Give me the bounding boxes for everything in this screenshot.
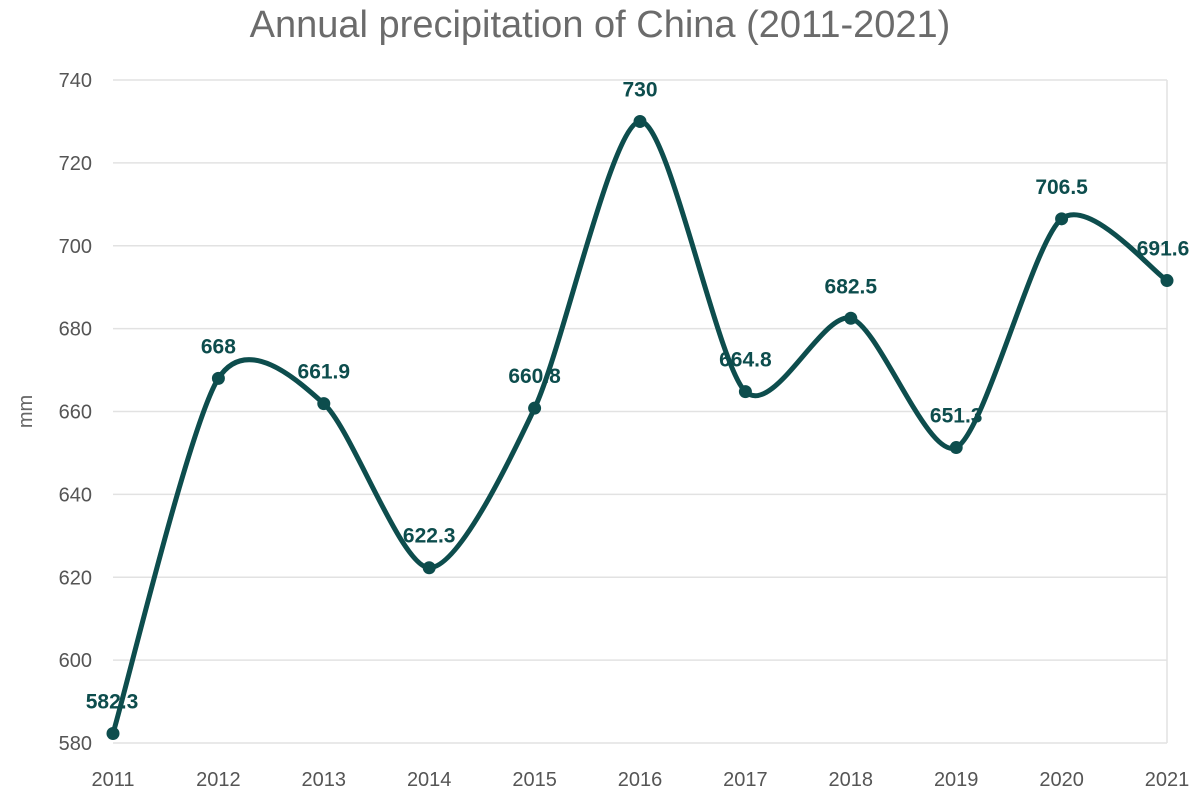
axis-layer: 580 600 620 640 660 680 700 720 740 2011 2012 2013 2… [15, 70, 1189, 791]
series-line [110, 118, 1170, 736]
data-point [738, 385, 752, 399]
y-tick-label: 580 [59, 733, 92, 755]
x-tick-label: 2017 [723, 769, 768, 791]
data-point [422, 561, 436, 575]
data-label: 664.8 [719, 349, 772, 372]
x-tick-label: 2015 [512, 769, 557, 791]
data-point [528, 401, 542, 415]
data-label: 651.3 [930, 405, 983, 428]
data-label: 661.9 [298, 361, 351, 384]
x-tick-label: 2018 [829, 769, 874, 791]
label-layer: 582.3 668 661.9 622.3 660.8 730 664.8 682.5 651.… [86, 78, 1190, 713]
y-axis-title: mm [15, 395, 37, 428]
x-tick-label: 2021 [1145, 769, 1190, 791]
data-point [1160, 274, 1174, 288]
x-tick-label: 2019 [934, 769, 979, 791]
data-label: 691.6 [1137, 238, 1190, 261]
x-tick-label: 2016 [618, 769, 663, 791]
y-tick-label: 700 [59, 236, 92, 258]
y-tick-label: 640 [59, 484, 92, 506]
y-tick-label: 620 [59, 567, 92, 589]
data-point [844, 311, 858, 325]
x-tick-label: 2012 [196, 769, 241, 791]
data-label: 660.8 [508, 365, 561, 388]
data-label: 682.5 [825, 275, 878, 298]
y-tick-label: 740 [59, 70, 92, 92]
data-label: 582.3 [86, 690, 139, 713]
series-layer [106, 114, 1174, 740]
y-tick-label: 660 [59, 402, 92, 424]
data-point [211, 371, 225, 385]
data-label: 730 [622, 78, 657, 101]
y-tick-label: 720 [59, 153, 92, 175]
chart-title: Annual precipitation of China (2011-2021… [249, 4, 951, 46]
data-point [106, 726, 120, 740]
data-label: 668 [201, 335, 236, 358]
x-tick-label: 2014 [407, 769, 452, 791]
y-tick-label: 680 [59, 319, 92, 341]
data-label: 706.5 [1035, 176, 1088, 199]
x-tick-label: 2020 [1039, 769, 1084, 791]
x-tick-label: 2011 [91, 769, 134, 791]
data-point [317, 397, 331, 411]
data-label: 622.3 [403, 525, 456, 548]
x-tick-label: 2013 [302, 769, 347, 791]
grid-layer [113, 79, 1168, 744]
data-point [1055, 212, 1069, 226]
data-point [633, 114, 647, 128]
data-point [949, 441, 963, 455]
y-tick-label: 600 [59, 650, 92, 672]
